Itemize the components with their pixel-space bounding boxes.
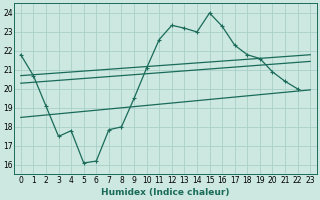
X-axis label: Humidex (Indice chaleur): Humidex (Indice chaleur)	[101, 188, 230, 197]
